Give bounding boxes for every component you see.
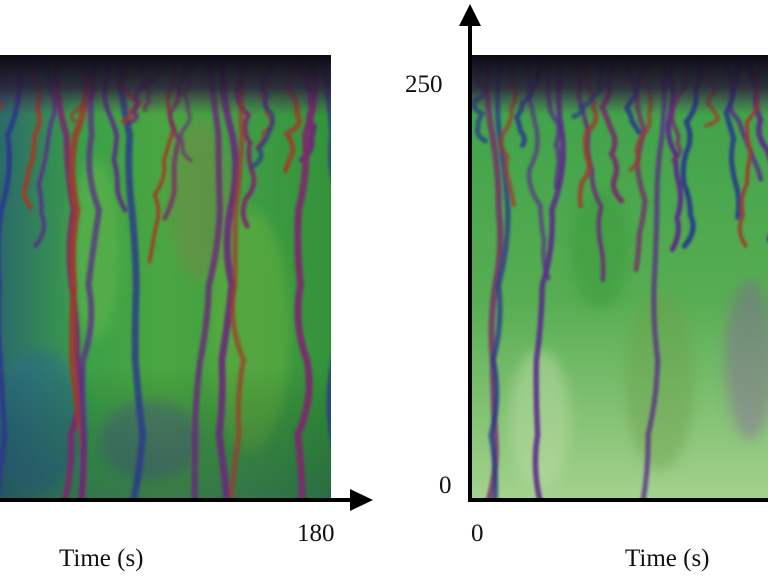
left-phase-line [215, 56, 240, 500]
left-top-noise-band [0, 55, 331, 115]
left-heatmap-panel: 180 Time (s) [0, 55, 373, 572]
right-phase-line [484, 56, 504, 500]
left-phase-line [294, 56, 318, 500]
left-phase-line [228, 57, 250, 500]
right-x-tick-label: 0 [471, 520, 484, 547]
right-y-axis-arrow-icon [459, 4, 481, 26]
left-phase-line [78, 57, 103, 500]
right-top-noise-band [470, 55, 768, 115]
right-x-axis-label: Time (s) [625, 545, 710, 572]
left-x-axis-label: Time (s) [59, 545, 144, 572]
left-phase-line [191, 56, 223, 500]
left-x-tick-label: 180 [297, 520, 335, 547]
right-phase-line [532, 57, 566, 500]
right-soft-color-patches [510, 190, 768, 490]
right-heatmap-panel: 250 0 0 Time (s) [405, 4, 768, 572]
left-x-axis-arrow-icon [350, 489, 373, 511]
right-phase-line [488, 57, 511, 500]
right-y-tick-label-bottom: 0 [439, 472, 452, 499]
left-phase-lines [0, 56, 331, 500]
right-y-tick-label-top: 250 [405, 71, 443, 98]
right-phase-line [640, 57, 667, 500]
left-phase-line [0, 57, 23, 495]
left-phase-line [116, 56, 147, 500]
